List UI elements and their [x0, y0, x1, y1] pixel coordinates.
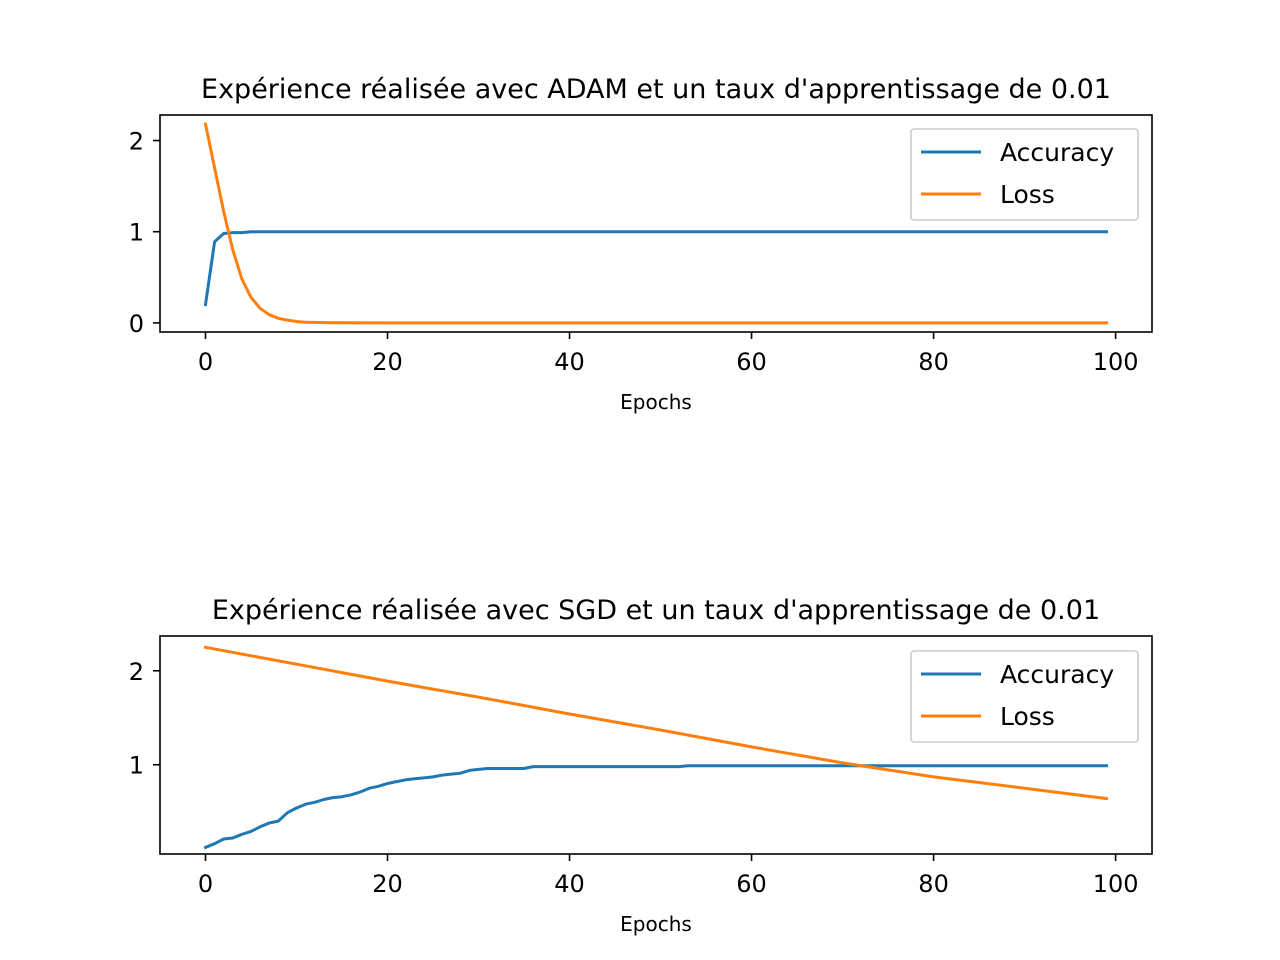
- x-tick-label: 0: [198, 870, 213, 898]
- legend-accuracy-label: Accuracy: [1000, 138, 1114, 167]
- axes-frame: [159, 635, 1153, 855]
- x-tick-label: 80: [918, 348, 949, 376]
- axes-frame: [159, 114, 1153, 333]
- x-axis: 0 20 40 60 80 100: [198, 854, 1139, 898]
- x-tick-label: 80: [918, 870, 949, 898]
- legend-accuracy-label: Accuracy: [1000, 660, 1114, 689]
- chart-title: Expérience réalisée avec ADAM et un taux…: [201, 74, 1111, 105]
- x-tick-label: 40: [554, 348, 585, 376]
- y-axis: 12: [129, 658, 160, 780]
- series-line-loss: [203, 645, 1109, 801]
- plot-lines: [203, 645, 1109, 850]
- x-tick-label: 100: [1093, 348, 1139, 376]
- plot-lines: [203, 122, 1108, 325]
- x-tick-label: 60: [736, 348, 767, 376]
- legend-loss-label: Loss: [1000, 702, 1055, 731]
- x-axis-label: Epochs: [620, 390, 692, 414]
- subplot-sgd: Expérience réalisée avec SGD et un taux …: [129, 595, 1153, 936]
- legend: Accuracy Loss: [910, 128, 1139, 221]
- y-tick-label: 2: [129, 128, 144, 156]
- x-tick-label: 20: [372, 870, 403, 898]
- x-tick-label: 100: [1093, 870, 1139, 898]
- y-axis: 0 1 2: [129, 128, 160, 338]
- series-line-accuracy: [203, 230, 1108, 307]
- y-tick-label: 1: [129, 219, 144, 247]
- x-axis: 0 20 40 60 80 100: [198, 332, 1139, 376]
- series-line-loss: [203, 122, 1108, 325]
- x-tick-label: 40: [554, 870, 585, 898]
- x-tick-label: 60: [736, 870, 767, 898]
- legend: Accuracy Loss: [910, 650, 1139, 743]
- x-axis-label: Epochs: [620, 912, 692, 936]
- subplot-adam: Expérience réalisée avec ADAM et un taux…: [129, 74, 1153, 414]
- series-line-accuracy: [203, 764, 1108, 850]
- y-tick-label: 2: [129, 658, 144, 686]
- x-tick-label: 0: [198, 348, 213, 376]
- y-tick-label: 1: [129, 752, 144, 780]
- y-tick-label: 0: [129, 310, 144, 338]
- chart-title: Expérience réalisée avec SGD et un taux …: [212, 595, 1100, 626]
- legend-loss-label: Loss: [1000, 180, 1055, 209]
- x-tick-label: 20: [372, 348, 403, 376]
